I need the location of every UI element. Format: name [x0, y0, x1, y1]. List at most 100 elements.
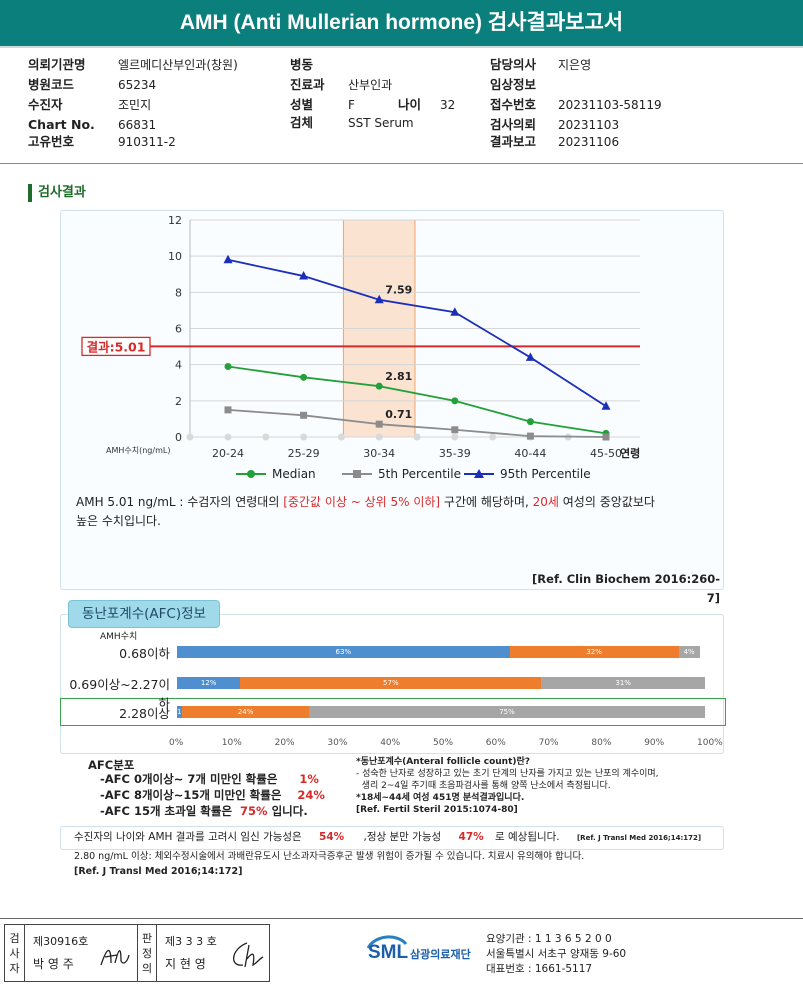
info-label: 검사의뢰 — [490, 117, 537, 132]
x-tick-label: 30-34 — [363, 447, 395, 460]
section-title: 검사결과 — [28, 184, 86, 202]
confirm-no: 제3 3 3 호 — [165, 935, 217, 948]
info-value: 20231106 — [558, 135, 620, 149]
interp-mid: 구간에 해당하며, — [440, 495, 533, 509]
info-label: 검체 — [290, 115, 314, 130]
legend-label: Median — [272, 467, 316, 481]
afc-bar-segment: 24% — [182, 706, 309, 718]
afc-x-tick: 60% — [485, 738, 506, 748]
series-line — [227, 258, 607, 408]
info-value: SST Serum — [348, 116, 414, 130]
amh-chart: 0 2 4 6 8 10 12 20-24 25-29 30-34 35-39 40-44 45-50연… — [81, 214, 640, 481]
preg-mid: ,정상 분만 가능성 — [363, 831, 442, 843]
series-point — [526, 418, 534, 426]
x-tick-dot — [262, 433, 270, 441]
afc-x-tick: 10% — [221, 738, 242, 748]
series-point — [451, 397, 459, 405]
org-code: 요양기관 : 1 1 3 6 5 2 0 0 — [486, 933, 612, 945]
sml-logo-icon — [366, 935, 408, 949]
legend-marker — [474, 469, 484, 478]
info-value: 조민지 — [118, 98, 152, 112]
x-tick-label: 40-44 — [514, 447, 546, 460]
series-point — [375, 382, 383, 390]
afc-x-tick: 20% — [274, 738, 295, 748]
warning-ref: [Ref. J Transl Med 2016;14:172] — [74, 866, 243, 877]
series-point — [300, 373, 308, 381]
info-value: F — [348, 98, 355, 112]
afc-tab[interactable]: 동난포계수(AFC)정보 — [68, 600, 220, 628]
afc-row-label: 2.28이상 — [119, 706, 170, 721]
series-point — [450, 307, 460, 316]
afc-note: - 성숙한 난자로 성장하고 있는 초기 단계의 난자를 가지고 있는 난포의 … — [356, 769, 659, 779]
signature-box: 검사자 제30916호 박 영 주 판정의 제3 3 3 호 지 현 영 — [4, 924, 270, 982]
afc-x-tick: 50% — [433, 738, 454, 748]
interp-range: [중간값 이상 ~ 상위 5% 이하] — [283, 495, 441, 509]
legend-label: 5th Percentile — [378, 467, 461, 481]
afc-row-label: 0.68이하 — [119, 646, 170, 661]
preg-suffix: 로 예상됩니다. — [495, 831, 560, 843]
afc-bar-segment: 63% — [177, 646, 510, 658]
legend-label: 95th Percentile — [500, 467, 591, 481]
examiner-no: 제30916호 — [33, 935, 89, 948]
info-label: 성별 — [290, 97, 314, 112]
x-tick-dot — [375, 433, 383, 441]
birth-pct: 47% — [458, 831, 484, 843]
afc-x-tick: 40% — [380, 738, 401, 748]
dist-pct: 1% — [299, 772, 319, 786]
afc-notes: *동난포계수(Anteral follicle count)란? - 성숙한 난… — [356, 756, 659, 816]
afc-note: *18세~44세 여성 451명 분석결과입니다. — [356, 793, 525, 803]
data-label: 2.81 — [385, 370, 412, 383]
afc-bar-segment: 12% — [177, 677, 241, 689]
x-tick-label: 25-29 — [288, 447, 320, 460]
dist-text: -AFC 8개이상~15개 미만인 확률은 — [100, 788, 282, 802]
interpretation-ref: [Ref. Clin Biochem 2016:260-7] — [532, 572, 720, 605]
x-tick-label: 20-24 — [212, 447, 244, 460]
afc-bar-segment: 75% — [309, 706, 705, 718]
preg-prefix: 수진자의 나이와 AMH 결과를 고려시 임신 가능성은 — [74, 831, 302, 843]
org-phone: 대표번호 : 1661-5117 — [486, 963, 593, 975]
y-tick-label: 8 — [175, 286, 182, 299]
dist-text: -AFC 15개 초과일 확률은 — [100, 804, 233, 818]
series-point — [224, 362, 232, 370]
series-point — [525, 352, 535, 361]
preg-pct: 54% — [319, 831, 345, 843]
confirm-name: 지 현 영 — [165, 957, 206, 971]
confirm-label-text: 판정의 — [141, 932, 153, 975]
info-value: 910311-2 — [118, 135, 176, 149]
afc-dist-title: AFC분포 — [88, 758, 135, 772]
x-tick-dot — [413, 433, 421, 441]
afc-highlight-row — [60, 698, 726, 726]
afc-bar-segment: 31% — [541, 677, 705, 689]
series-point — [526, 432, 534, 440]
info-label: 접수번호 — [490, 97, 537, 112]
afc-note: *동난포계수(Anteral follicle count)란? — [356, 757, 530, 767]
info-label: 담당의사 — [490, 57, 537, 72]
x-tick-label: 45-50 — [590, 447, 622, 460]
preg-ref: [Ref. J Transl Med 2016;14:172] — [576, 834, 702, 842]
y-tick-label: 6 — [175, 323, 182, 336]
x-tick-dot — [300, 433, 308, 441]
data-label: 7.59 — [385, 284, 412, 297]
afc-x-tick: 30% — [327, 738, 348, 748]
confirm-label: 판정의 — [137, 925, 157, 981]
y-tick-label: 2 — [175, 395, 182, 408]
series-point — [374, 294, 384, 304]
x-tick-dot — [337, 433, 345, 441]
interp-suffix: 여성의 중앙값보다 — [558, 495, 655, 509]
afc-row-label: 0.69이상~2.27이하 — [69, 677, 170, 711]
y-tick-label: 12 — [168, 214, 182, 227]
info-label: 의뢰기관명 — [28, 57, 86, 72]
info-label: 결과보고 — [490, 134, 537, 149]
result-label: 결과:5.01 — [87, 339, 146, 354]
afc-note: 생리 2~4일 주기때 초음파검사를 통해 양쪽 난소에서 측정됩니다. — [356, 781, 611, 791]
x-tick-label: 35-39 — [439, 447, 471, 460]
dist-tail: 입니다. — [267, 804, 308, 818]
legend-marker — [353, 470, 361, 478]
series-point — [601, 401, 611, 410]
age-value: 32 — [440, 98, 456, 112]
examiner-label-text: 검사자 — [9, 932, 20, 975]
dist-pct: 24% — [297, 788, 325, 802]
x-axis-suffix: 연령 — [620, 446, 640, 460]
examiner-label: 검사자 — [5, 925, 25, 981]
pregnancy-text: 수진자의 나이와 AMH 결과를 고려시 임신 가능성은 54% ,정상 분만 … — [74, 828, 714, 848]
